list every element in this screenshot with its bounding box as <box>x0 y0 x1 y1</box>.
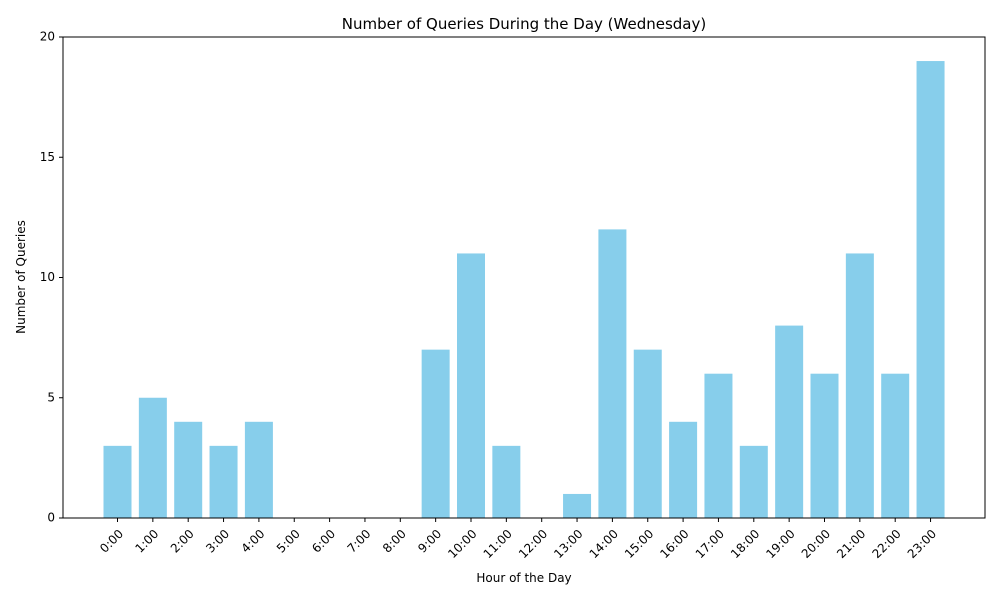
bar-15:00 <box>633 349 662 518</box>
bar-20:00 <box>810 373 839 518</box>
x-axis-ticks: 0:00 1:00 2:00 3:00 4:00 5:00 6:00 7:00 8:00 9:00… <box>97 518 939 561</box>
x-tick-label: 11:00 <box>481 527 515 561</box>
x-tick-label: 6:00 <box>309 527 338 556</box>
x-tick-label: 10:00 <box>445 527 479 561</box>
x-tick-label: 5:00 <box>274 527 303 556</box>
x-tick-label: 3:00 <box>203 527 232 556</box>
bar-16:00 <box>669 421 698 518</box>
x-tick-label: 21:00 <box>834 527 868 561</box>
x-tick-label: 9:00 <box>415 527 444 556</box>
bar-3:00 <box>209 445 238 518</box>
x-tick-label: 2:00 <box>168 527 197 556</box>
y-tick-label: 10 <box>40 270 55 284</box>
x-tick-label: 23:00 <box>905 527 939 561</box>
y-tick-label: 15 <box>40 150 55 164</box>
y-tick-label: 0 <box>47 511 55 525</box>
x-tick-label: 17:00 <box>693 527 727 561</box>
bar-21:00 <box>845 253 874 518</box>
bar-17:00 <box>704 373 733 518</box>
x-tick-label: 19:00 <box>763 527 797 561</box>
x-tick-label: 0:00 <box>97 527 126 556</box>
x-tick-label: 22:00 <box>869 527 903 561</box>
bar-19:00 <box>775 325 804 518</box>
bar-4:00 <box>244 421 273 518</box>
bar-9:00 <box>421 349 450 518</box>
bars-layer <box>103 61 945 519</box>
x-tick-label: 18:00 <box>728 527 762 561</box>
plot-frame <box>62 36 986 519</box>
bar-11:00 <box>492 445 521 518</box>
bar-23:00 <box>916 61 945 519</box>
bar-2:00 <box>174 421 203 518</box>
bar-0:00 <box>103 445 132 518</box>
x-tick-label: 12:00 <box>516 527 550 561</box>
y-axis-ticks: 0 5 10 15 20 <box>40 30 63 525</box>
x-tick-label: 4:00 <box>239 527 268 556</box>
bar-14:00 <box>598 229 627 518</box>
bar-13:00 <box>563 493 592 518</box>
x-tick-label: 8:00 <box>380 527 409 556</box>
x-tick-label: 15:00 <box>622 527 656 561</box>
bar-22:00 <box>881 373 910 518</box>
x-tick-label: 1:00 <box>132 527 161 556</box>
bar-10:00 <box>457 253 485 518</box>
x-tick-label: 16:00 <box>657 527 691 561</box>
bar-18:00 <box>739 445 768 518</box>
x-tick-label: 20:00 <box>799 527 833 561</box>
x-axis-label: Hour of the Day <box>476 571 571 585</box>
x-tick-label: 14:00 <box>587 527 621 561</box>
y-axis-label: Number of Queries <box>14 220 28 334</box>
bar-1:00 <box>138 397 167 518</box>
y-tick-label: 20 <box>40 30 55 44</box>
x-tick-label: 13:00 <box>551 527 585 561</box>
y-tick-label: 5 <box>47 390 55 404</box>
chart-title: Number of Queries During the Day (Wednes… <box>342 15 706 33</box>
x-tick-label: 7:00 <box>345 527 374 556</box>
